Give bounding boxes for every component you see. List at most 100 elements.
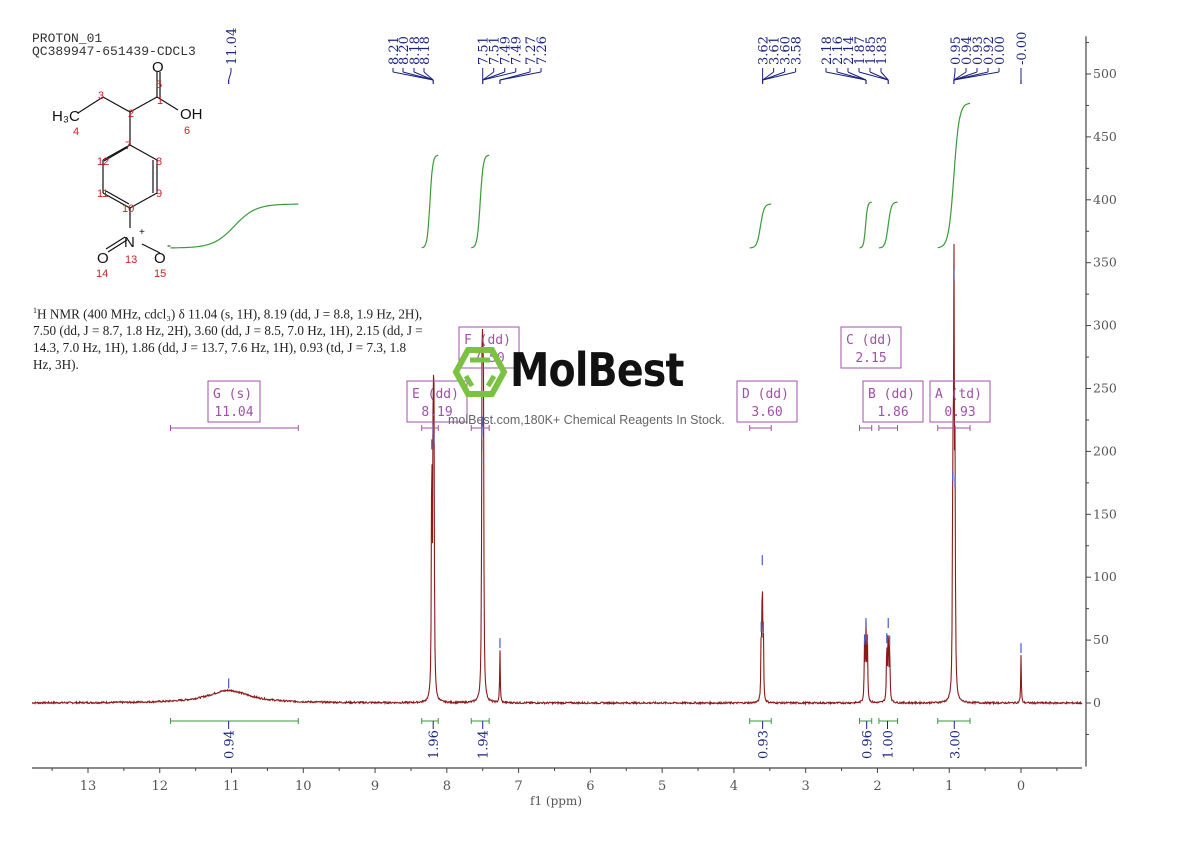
peak-label: 1.83	[875, 36, 890, 65]
multiplet-box	[862, 380, 924, 423]
multiplet-box	[840, 326, 902, 369]
peak-label: 7.26	[535, 36, 550, 65]
multiplet-shift: 2.15	[855, 351, 886, 366]
peak-label: 0.93	[971, 36, 986, 65]
multiplet-type: A (td)	[935, 387, 982, 402]
bond	[141, 243, 161, 254]
multiplet-type: D (dd)	[742, 387, 789, 402]
bond	[105, 190, 130, 205]
y-tick-label: 450	[1093, 129, 1117, 144]
y-tick-label: 100	[1093, 569, 1117, 584]
bond	[103, 146, 129, 162]
x-tick-label: 12	[151, 779, 168, 794]
integral-value: 1.96	[427, 730, 442, 759]
x-tick-label: 7	[514, 779, 522, 794]
multiplet-shift: 11.04	[214, 405, 253, 420]
multiplet-box	[207, 380, 261, 423]
bond	[156, 96, 179, 111]
y-tick-label: 200	[1093, 443, 1117, 458]
peak-label-connector	[762, 71, 774, 81]
peak-label-connector	[413, 71, 434, 81]
atom-oh6: OH	[180, 106, 203, 123]
integral-curve	[878, 201, 898, 249]
bond	[77, 96, 104, 114]
y-tick-label: 150	[1093, 506, 1117, 521]
integral-value: 0.94	[223, 730, 238, 759]
multiplet-shift: 1.86	[877, 405, 908, 420]
multiplet-type: F (dd)	[464, 333, 511, 348]
peak-label-connector	[953, 71, 956, 81]
multiplet-type: E (dd)	[412, 387, 459, 402]
peak-label: 8.21	[387, 36, 402, 65]
multiplet-shift: 8.19	[421, 405, 452, 420]
x-tick-label: 9	[371, 779, 379, 794]
y-tick-label: 50	[1093, 632, 1109, 647]
peak-label: 8.18	[408, 36, 423, 65]
peak-label: 7.49	[510, 36, 525, 65]
integral-value: 3.00	[948, 730, 963, 759]
integral-curve	[170, 203, 299, 249]
x-tick-label: 13	[80, 779, 97, 794]
atom-n13: N	[124, 234, 135, 251]
nmr-description-text: H NMR (400 MHz, cdcl₃) δ 11.04 (s, 1H), …	[33, 306, 423, 373]
integral-value: 0.93	[757, 730, 772, 759]
atom-o15: O	[154, 250, 166, 267]
peak-label: 2.16	[831, 36, 846, 65]
x-tick-label: 11	[223, 779, 240, 794]
peak-label: 3.58	[790, 36, 805, 65]
atom-number: 9	[156, 188, 162, 200]
bond	[102, 144, 131, 161]
atom-number: 6	[184, 125, 190, 137]
multiplet-box	[736, 380, 798, 423]
x-tick-label: 4	[730, 779, 738, 794]
y-tick-label: 0	[1093, 695, 1101, 710]
peak-label-connector	[482, 71, 495, 81]
peak-label-connector	[869, 71, 889, 81]
atom-number: 13	[125, 254, 137, 266]
x-tick-label: 8	[443, 779, 451, 794]
x-tick-label: 5	[658, 779, 666, 794]
bond	[107, 239, 128, 253]
peak-label: 11.04	[225, 28, 240, 65]
peak-label-connector	[858, 71, 889, 81]
peak-label: 7.49	[499, 36, 514, 65]
peak-label-connector	[402, 71, 434, 81]
peak-label: 0.92	[982, 36, 997, 65]
atom-o14: O	[97, 250, 109, 267]
x-tick-label: 10	[295, 779, 312, 794]
bond	[105, 236, 126, 250]
peak-label-connector	[762, 71, 796, 81]
atom-number: 15	[154, 268, 166, 280]
atom-number: 11	[97, 188, 108, 200]
atom-number: 7	[125, 140, 131, 152]
peak-label: 2.18	[820, 36, 835, 65]
peak-label: 7.27	[524, 36, 539, 65]
atom-number: 4	[73, 126, 79, 138]
peak-label: 0.00	[993, 36, 1008, 65]
multiplet-type: B (dd)	[868, 387, 915, 402]
integral-curve	[421, 154, 439, 249]
multiplet-shift: 0.93	[944, 405, 975, 420]
peak-label-connector	[880, 71, 889, 81]
atom-number: 1	[157, 95, 163, 107]
atom-ch3: H₃C	[52, 108, 80, 125]
sample-id: QC389947-651439-CDCL3	[32, 44, 196, 59]
peak-label: 7.51	[477, 36, 492, 65]
atom-number: 10	[122, 203, 134, 215]
peak-label: 3.61	[768, 36, 783, 65]
x-tick-label: 6	[586, 779, 594, 794]
peak-label: 8.18	[418, 36, 433, 65]
peak-label-connector	[953, 71, 967, 81]
experiment-name: PROTON_01	[32, 31, 103, 46]
multiplet-box	[406, 380, 468, 423]
peak-label-connector	[423, 71, 434, 81]
peak-label: 3.60	[779, 36, 794, 65]
watermark-brand: MolBest	[510, 343, 684, 397]
peak-label: 7.51	[488, 36, 503, 65]
integral-curve	[937, 102, 971, 249]
peak-label-connector	[953, 71, 1000, 81]
y-tick-label: 250	[1093, 381, 1117, 396]
atom-o5: O	[152, 59, 164, 76]
integral-value: 1.94	[477, 730, 492, 759]
